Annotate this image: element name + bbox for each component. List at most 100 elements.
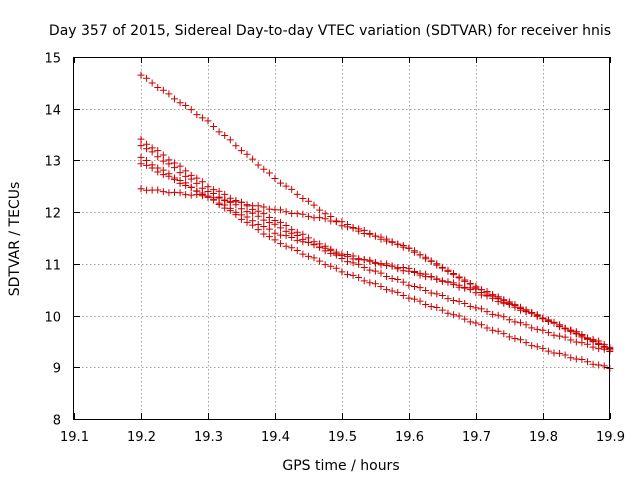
- data-point: [600, 343, 608, 351]
- data-point: [316, 257, 324, 265]
- data-point: [137, 160, 145, 168]
- data-point: [505, 316, 513, 324]
- x-tick-labels: 19.1 19.2 19.3 19.4 19.5 19.6 19.7 19.8 19.9: [60, 430, 625, 445]
- series-s5: [137, 185, 614, 352]
- data-point: [143, 74, 151, 82]
- y-tick-labels: 8 9 10 11 12 13 14 15: [44, 52, 61, 429]
- data-point: [243, 201, 251, 209]
- data-point: [355, 255, 363, 263]
- data-point: [583, 358, 591, 366]
- data-point: [427, 273, 435, 281]
- data-point: [539, 314, 547, 322]
- data-point: [416, 271, 424, 279]
- y-tick-label: 11: [44, 259, 61, 274]
- data-point: [438, 263, 446, 271]
- data-point: [154, 147, 162, 155]
- data-point: [232, 211, 240, 219]
- data-point: [243, 150, 251, 158]
- data-point: [556, 349, 564, 357]
- data-point: [265, 169, 273, 177]
- data-point: [533, 325, 541, 333]
- x-tick-label: 19.6: [395, 430, 424, 445]
- data-point: [349, 252, 357, 260]
- data-point: [137, 142, 145, 150]
- data-point: [265, 225, 273, 233]
- data-point: [583, 340, 591, 348]
- data-point: [154, 168, 162, 176]
- data-point: [198, 178, 206, 186]
- data-point: [277, 206, 285, 214]
- data-point: [377, 282, 385, 290]
- data-point: [277, 240, 285, 248]
- data-point: [360, 264, 368, 272]
- data-point: [154, 186, 162, 194]
- data-point: [260, 223, 268, 231]
- data-point: [388, 274, 396, 282]
- data-point: [310, 201, 318, 209]
- data-point: [282, 221, 290, 229]
- data-point: [377, 233, 385, 241]
- data-point: [237, 147, 245, 155]
- data-point: [410, 282, 418, 290]
- data-point: [394, 275, 402, 283]
- data-point: [477, 321, 485, 329]
- data-point: [466, 303, 474, 311]
- data-point: [249, 209, 257, 217]
- data-point: [137, 135, 145, 143]
- data-point: [567, 354, 575, 362]
- data-point: [494, 294, 502, 302]
- data-point: [399, 292, 407, 300]
- y-axis-label: SDTVAR / TECUs: [7, 182, 23, 297]
- data-point: [249, 221, 257, 229]
- data-point: [528, 324, 536, 332]
- data-point: [321, 261, 329, 269]
- data-point: [277, 231, 285, 239]
- data-point: [500, 296, 508, 304]
- data-point: [517, 304, 525, 312]
- data-point: [394, 288, 402, 296]
- data-point: [461, 300, 469, 308]
- data-point: [232, 142, 240, 150]
- data-point: [170, 176, 178, 184]
- data-point: [583, 334, 591, 342]
- data-point: [288, 244, 296, 252]
- data-point: [377, 261, 385, 269]
- data-point: [293, 210, 301, 218]
- data-point: [572, 338, 580, 346]
- data-point: [383, 235, 391, 243]
- data-point: [249, 155, 257, 163]
- x-tick-label: 19.5: [328, 430, 357, 445]
- x-tick-label: 19.4: [261, 430, 290, 445]
- data-point: [193, 187, 201, 195]
- data-point: [561, 351, 569, 359]
- data-point: [327, 217, 335, 225]
- data-point: [344, 270, 352, 278]
- data-point: [187, 106, 195, 114]
- data-point: [260, 165, 268, 173]
- data-point: [271, 220, 279, 228]
- data-point: [304, 212, 312, 220]
- data-point: [355, 274, 363, 282]
- data-point: [444, 266, 452, 274]
- y-tick-label: 14: [44, 104, 61, 119]
- data-point: [517, 336, 525, 344]
- data-point: [466, 318, 474, 326]
- data-point: [427, 303, 435, 311]
- data-point: [461, 276, 469, 284]
- plot-frame: [73, 57, 610, 420]
- data-point: [176, 162, 184, 170]
- data-point: [327, 262, 335, 270]
- data-point: [388, 262, 396, 270]
- data-point: [371, 258, 379, 266]
- data-point: [433, 261, 441, 269]
- data-point: [260, 230, 268, 238]
- y-tick-label: 9: [53, 362, 61, 377]
- data-point: [215, 187, 223, 195]
- data-point: [349, 271, 357, 279]
- x-tick-label: 19.9: [596, 430, 625, 445]
- data-point: [210, 122, 218, 130]
- y-tick-label: 10: [44, 311, 61, 326]
- data-point: [461, 315, 469, 323]
- data-point: [271, 236, 279, 244]
- data-point: [416, 284, 424, 292]
